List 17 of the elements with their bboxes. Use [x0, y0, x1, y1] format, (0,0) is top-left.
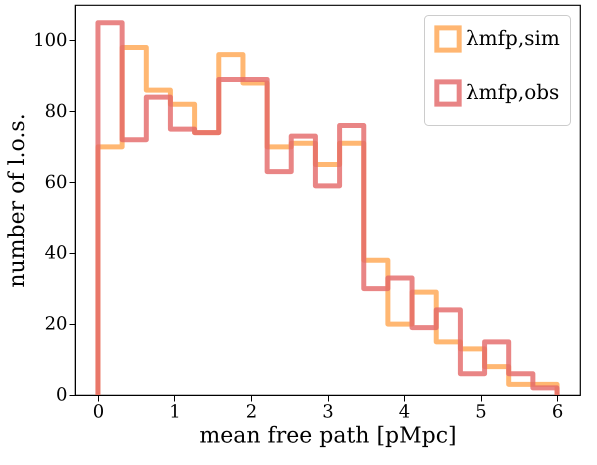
x-tick-label: 2	[246, 402, 258, 422]
x-tick-label: 1	[169, 402, 181, 422]
legend-label: λmfp,obs	[466, 80, 560, 104]
y-tick-label: 100	[33, 30, 68, 51]
y-tick-label: 0	[56, 384, 68, 406]
x-tick-label: 0	[92, 402, 104, 422]
y-tick-label: 60	[44, 172, 68, 193]
y-axis-title: number of l.o.s.	[5, 113, 30, 288]
y-tick-label: 20	[44, 314, 68, 335]
x-tick-label: 4	[398, 402, 410, 422]
legend-label: λmfp,sim	[466, 26, 560, 50]
x-tick-label: 6	[552, 402, 564, 422]
y-tick-label: 80	[44, 100, 68, 122]
x-tick-label: 5	[475, 402, 487, 422]
x-axis-title: mean free path [pMpc]	[199, 424, 457, 448]
x-tick-label: 3	[322, 402, 334, 422]
y-tick-label: 40	[44, 242, 68, 264]
